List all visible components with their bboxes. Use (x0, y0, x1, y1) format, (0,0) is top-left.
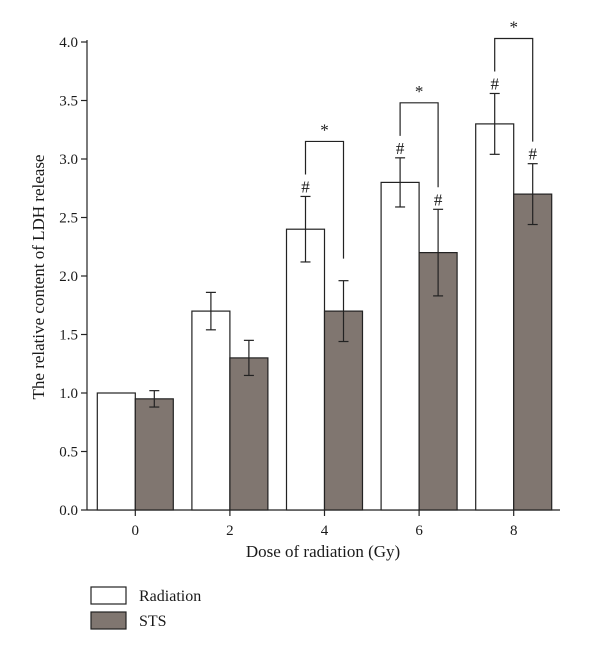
significance-star: * (509, 17, 518, 36)
bar-radiation (285, 228, 326, 511)
x-tick-label: 8 (510, 523, 518, 539)
y-tick-label: 0.5 (59, 445, 78, 461)
error-bars (149, 92, 538, 408)
y-tick-label: 4.0 (59, 35, 78, 51)
y-tick-label: 3.5 (59, 94, 78, 110)
bar-radiation (191, 310, 231, 511)
y-axis-title: The relative content of LDH release (29, 155, 48, 400)
legend-swatch-radiation (90, 586, 127, 605)
y-tick-label: 3.0 (59, 152, 78, 168)
legend-swatch-sts (90, 611, 127, 630)
y-tick-label: 1.0 (59, 386, 78, 402)
bar-sts (323, 310, 364, 511)
significance-star: * (320, 120, 329, 139)
x-axis: 0 2 4 6 8 (87, 509, 560, 539)
bars (96, 123, 553, 511)
y-tick-label: 1.5 (59, 328, 78, 344)
significance-hash: # (434, 190, 443, 209)
x-axis-title: Dose of radiation (Gy) (246, 542, 400, 561)
significance-hash: # (301, 177, 310, 196)
x-tick-label: 6 (415, 523, 423, 539)
significance-bracket (399, 102, 439, 188)
significance-hash: # (490, 74, 499, 93)
x-tick-label: 4 (321, 523, 329, 539)
y-tick-label: 0.0 (59, 503, 78, 519)
legend-label-sts: STS (139, 613, 167, 630)
significance-bracket (494, 37, 534, 142)
bar-radiation (380, 181, 420, 511)
y-tick-label: 2.0 (59, 269, 78, 285)
significance-bracket (304, 140, 345, 259)
bar-sts (513, 193, 553, 511)
x-tick-label: 0 (132, 523, 140, 539)
bar-sts (134, 398, 174, 511)
significance-hash: # (396, 139, 405, 158)
significance-annotations: # # # # # * * * (301, 17, 537, 259)
legend-label-radiation: Radiation (139, 588, 201, 605)
bar-radiation (475, 123, 515, 511)
bar-radiation (96, 392, 136, 511)
bar-sts (229, 357, 269, 511)
x-tick-label: 2 (226, 523, 234, 539)
y-tick-label: 2.5 (59, 211, 78, 227)
legend: Radiation STS (90, 586, 201, 630)
significance-hash: # (528, 145, 537, 164)
significance-star: * (415, 82, 424, 101)
y-axis: 0.0 0.5 1.0 1.5 2.0 2.5 3.0 3.5 4.0 (59, 35, 88, 519)
